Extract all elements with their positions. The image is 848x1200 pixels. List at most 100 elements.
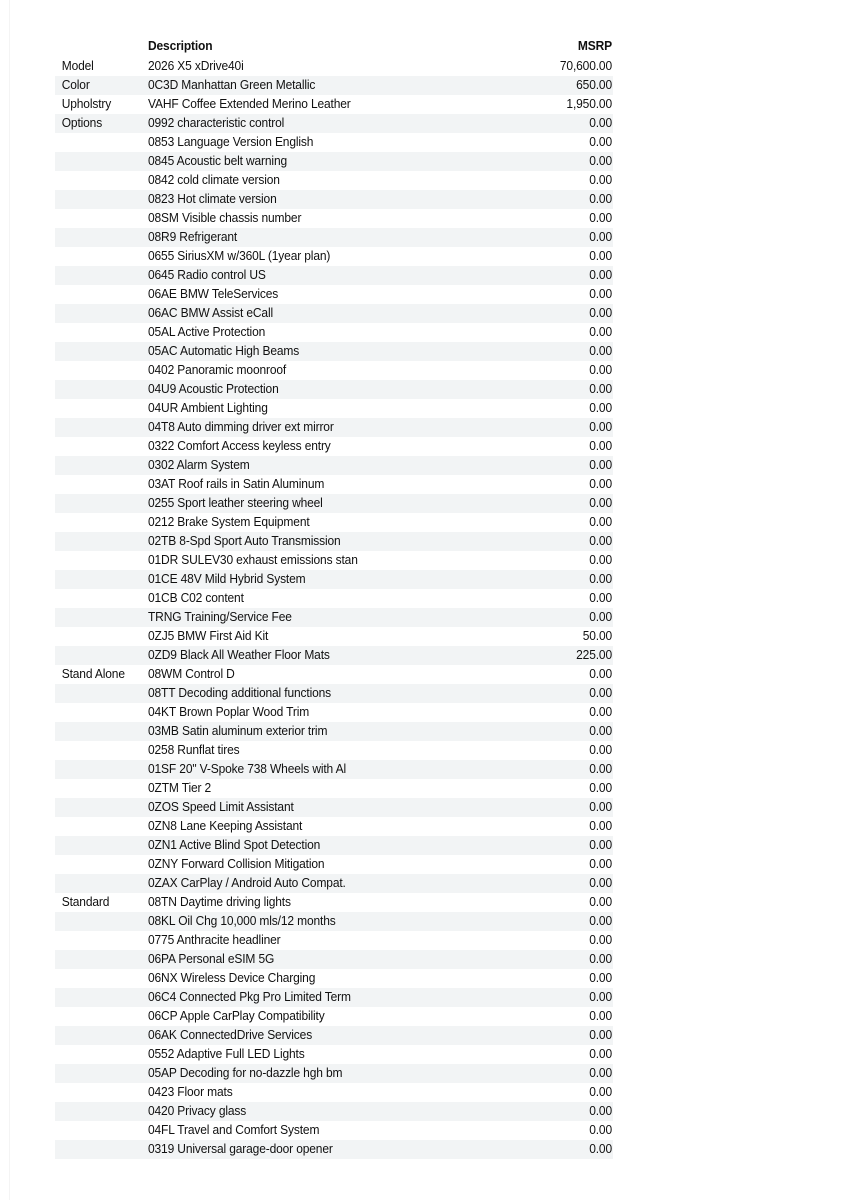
table-row: 08TT Decoding additional functions 0.00 [55,684,613,703]
cell-msrp: 0.00 [589,325,612,339]
column-header-msrp: MSRP [577,39,612,53]
table-row: 0ZOS Speed Limit Assistant 0.00 [55,798,613,817]
table-header-row: Description MSRP [55,36,613,57]
table-row: 05AL Active Protection 0.00 [55,323,613,342]
cell-msrp: 0.00 [589,1104,612,1118]
cell-group-label: Upholstry [61,97,112,111]
table-row: 04T8 Auto dimming driver ext mirror 0.00 [55,418,613,437]
cell-description: 0845 Acoustic belt warning [148,154,288,168]
cell-msrp: 0.00 [589,344,612,358]
table-row: 0ZTM Tier 2 0.00 [55,779,613,798]
cell-description: 05AP Decoding for no-dazzle hgh bm [148,1066,343,1080]
cell-msrp: 0.00 [589,534,612,548]
table-row: Color 0C3D Manhattan Green Metallic 650.00 [55,76,613,95]
table-row: 0ZN8 Lane Keeping Assistant 0.00 [55,817,613,836]
cell-msrp: 0.00 [589,572,612,586]
cell-msrp: 0.00 [589,230,612,244]
cell-msrp: 0.00 [589,667,612,681]
table-row: Options 0992 characteristic control 0.00 [55,114,613,133]
cell-description: 08WM Control D [148,667,235,681]
table-row: 0ZJ5 BMW First Aid Kit 50.00 [55,627,613,646]
cell-group-label: Color [61,78,90,92]
cell-msrp: 0.00 [589,420,612,434]
cell-msrp: 650.00 [576,78,612,92]
cell-description: 08R9 Refrigerant [148,230,238,244]
table-row: 06AE BMW TeleServices 0.00 [55,285,613,304]
cell-msrp: 0.00 [589,211,612,225]
cell-description: 08KL Oil Chg 10,000 mls/12 months [148,914,336,928]
cell-description: 0842 cold climate version [148,173,280,187]
cell-description: 08SM Visible chassis number [148,211,302,225]
cell-msrp: 0.00 [589,135,612,149]
cell-msrp: 0.00 [589,819,612,833]
cell-description: 06NX Wireless Device Charging [148,971,316,985]
table-row: 06AC BMW Assist eCall 0.00 [55,304,613,323]
cell-msrp: 0.00 [589,800,612,814]
table-row: 0319 Universal garage-door opener 0.00 [55,1140,613,1159]
cell-description: 0319 Universal garage-door opener [148,1142,333,1156]
cell-description: 0212 Brake System Equipment [148,515,310,529]
cell-description: 04U9 Acoustic Protection [148,382,279,396]
cell-msrp: 0.00 [589,116,612,130]
table-row: 04U9 Acoustic Protection 0.00 [55,380,613,399]
table-row: 01SF 20" V-Spoke 738 Wheels with Al 0.00 [55,760,613,779]
cell-description: 0255 Sport leather steering wheel [148,496,323,510]
table-row: 06CP Apple CarPlay Compatibility 0.00 [55,1007,613,1026]
cell-msrp: 50.00 [582,629,612,643]
table-row: Stand Alone 08WM Control D 0.00 [55,665,613,684]
cell-msrp: 0.00 [589,477,612,491]
cell-description: 0322 Comfort Access keyless entry [148,439,331,453]
cell-description: 0420 Privacy glass [148,1104,247,1118]
cell-msrp: 0.00 [589,933,612,947]
table-row: 04KT Brown Poplar Wood Trim 0.00 [55,703,613,722]
cell-description: 01DR SULEV30 exhaust emissions stan [148,553,358,567]
cell-description: 06PA Personal eSIM 5G [148,952,275,966]
table-row: 0402 Panoramic moonroof 0.00 [55,361,613,380]
table-row: 01CE 48V Mild Hybrid System 0.00 [55,570,613,589]
cell-msrp: 225.00 [576,648,612,662]
cell-description: 06AE BMW TeleServices [148,287,279,301]
table-row: 03AT Roof rails in Satin Aluminum 0.00 [55,475,613,494]
cell-description: 0645 Radio control US [148,268,266,282]
cell-description: 05AC Automatic High Beams [148,344,300,358]
table-row: 03MB Satin aluminum exterior trim 0.00 [55,722,613,741]
cell-msrp: 0.00 [589,401,612,415]
cell-msrp: 0.00 [589,857,612,871]
table-row: 08KL Oil Chg 10,000 mls/12 months 0.00 [55,912,613,931]
table-row: 0420 Privacy glass 0.00 [55,1102,613,1121]
cell-msrp: 0.00 [589,971,612,985]
cell-description: 0ZN1 Active Blind Spot Detection [148,838,321,852]
cell-msrp: 0.00 [589,1028,612,1042]
cell-msrp: 0.00 [589,268,612,282]
table-row: TRNG Training/Service Fee 0.00 [55,608,613,627]
cell-group-label: Options [61,116,103,130]
cell-description: TRNG Training/Service Fee [148,610,292,624]
table-row: 0ZNY Forward Collision Mitigation 0.00 [55,855,613,874]
cell-msrp: 1,950.00 [566,97,612,111]
cell-msrp: 0.00 [589,838,612,852]
cell-msrp: 0.00 [589,439,612,453]
table-row: 0775 Anthracite headliner 0.00 [55,931,613,950]
cell-description: 0992 characteristic control [148,116,285,130]
table-row: 0ZAX CarPlay / Android Auto Compat. 0.00 [55,874,613,893]
table-row: 0ZN1 Active Blind Spot Detection 0.00 [55,836,613,855]
column-header-description: Description [148,39,213,53]
cell-description: 01SF 20" V-Spoke 738 Wheels with Al [148,762,346,776]
cell-msrp: 0.00 [589,1123,612,1137]
cell-msrp: 0.00 [589,192,612,206]
cell-msrp: 0.00 [589,1009,612,1023]
cell-msrp: 0.00 [589,515,612,529]
cell-msrp: 70,600.00 [559,59,612,73]
cell-description: 06AK ConnectedDrive Services [148,1028,313,1042]
cell-description: 04KT Brown Poplar Wood Trim [148,705,310,719]
table-row: 02TB 8-Spd Sport Auto Transmission 0.00 [55,532,613,551]
cell-msrp: 0.00 [589,781,612,795]
table-row: 0ZD9 Black All Weather Floor Mats 225.00 [55,646,613,665]
cell-msrp: 0.00 [589,553,612,567]
cell-msrp: 0.00 [589,952,612,966]
cell-description: 02TB 8-Spd Sport Auto Transmission [148,534,341,548]
cell-msrp: 0.00 [589,382,612,396]
table-row: Model 2026 X5 xDrive40i 70,600.00 [55,57,613,76]
cell-msrp: 0.00 [589,895,612,909]
